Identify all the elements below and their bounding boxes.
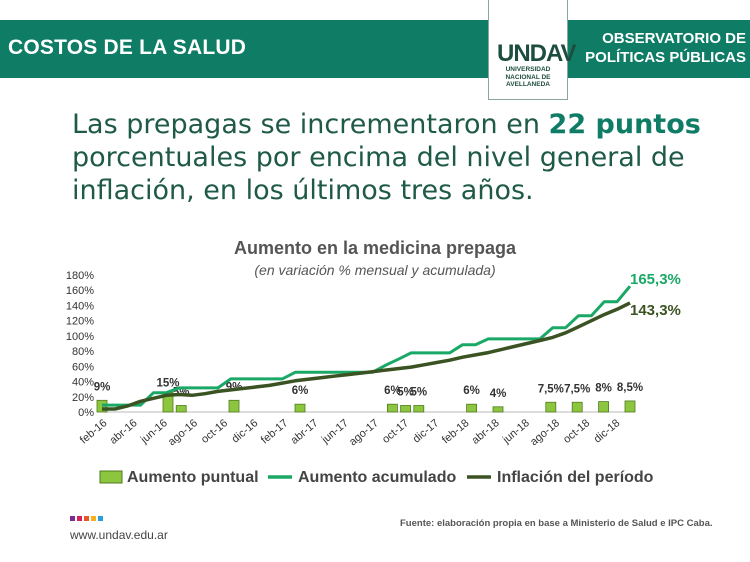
legend-label: Inflación del período <box>497 469 654 486</box>
logo-sub-line2: NACIONAL DE <box>505 73 551 81</box>
y-tick-label: 160% <box>66 285 94 297</box>
chart-title: Aumento en la medicina prepaga <box>233 238 517 258</box>
chart-subtitle: (en variación % mensual y acumulada) <box>254 262 496 278</box>
x-tick-label: ago-16 <box>166 417 200 448</box>
headline-before: Las prepagas se incrementaron en <box>72 109 549 140</box>
bar <box>466 403 478 413</box>
undav-logo: UNDAV UNIVERSIDAD NACIONAL DE AVELLANEDA <box>488 0 577 100</box>
bar <box>492 406 504 413</box>
brand-dot <box>70 516 75 521</box>
headline-after: porcentuales por encima del nivel genera… <box>72 142 685 206</box>
x-tick-label: oct-18 <box>561 417 592 446</box>
y-tick-label: 100% <box>66 331 94 343</box>
footer-source: Fuente: elaboración propia en base a Min… <box>400 518 713 529</box>
y-tick-label: 180% <box>66 270 94 282</box>
logo-sub-line3: AVELLANEDA <box>506 81 550 88</box>
bar-data-label: 5% <box>397 387 414 399</box>
legend-swatch-bar <box>99 470 123 484</box>
x-tick-label: feb-18 <box>440 417 472 446</box>
bar-data-label: 6% <box>292 385 309 397</box>
headline-highlight: 22 puntos <box>548 109 701 140</box>
series-line-inflacion <box>102 301 631 411</box>
bar-data-label: 7,5% <box>564 383 590 395</box>
headline: Las prepagas se incrementaron en 22 punt… <box>72 108 712 207</box>
x-tick-label: oct-16 <box>199 417 230 446</box>
x-tick-label: dic-18 <box>592 417 623 445</box>
x-tick-label: abr-18 <box>470 417 502 447</box>
y-tick-label: 80% <box>72 346 94 358</box>
x-tick-label: dic-17 <box>411 417 442 445</box>
x-tick-label: dic-16 <box>230 417 261 445</box>
x-tick-label: abr-16 <box>108 417 140 447</box>
bar <box>598 401 609 413</box>
brand-dot <box>77 516 82 521</box>
bar <box>400 405 412 413</box>
logo-mark: UNDAV <box>497 40 577 67</box>
x-tick-label: jun-17 <box>319 417 351 446</box>
bar-data-label: 8,5% <box>617 382 643 394</box>
series-end-label: 143,3% <box>630 302 681 319</box>
x-tick-label: ago-17 <box>347 417 381 448</box>
header-band-right <box>568 20 750 78</box>
series-end-label: 165,3% <box>630 271 681 288</box>
x-tick-label: jun-18 <box>500 417 532 446</box>
header-band-left <box>0 20 488 78</box>
x-tick-label: jun-16 <box>138 417 170 446</box>
bar <box>294 403 306 413</box>
logo-sub-line1: UNIVERSIDAD <box>505 66 551 73</box>
bar-data-label: 15% <box>156 378 179 390</box>
legend-label: Aumento puntual <box>127 469 259 486</box>
observatorio-title: OBSERVATORIO DE POLÍTICAS PÚBLICAS <box>572 29 746 67</box>
bar-data-label: 6% <box>463 385 480 397</box>
bar <box>228 399 240 413</box>
brand-dots <box>70 516 103 521</box>
x-tick-label: feb-16 <box>78 417 110 446</box>
footer-url[interactable]: www.undav.edu.ar <box>70 528 168 542</box>
logo-subtitle: UNIVERSIDAD NACIONAL DE AVELLANEDA <box>493 66 563 89</box>
bar-data-label: 8% <box>595 383 612 395</box>
header: COSTOS DE LA SALUD OBSERVATORIO DE POLÍT… <box>0 0 750 100</box>
legend-label: Aumento acumulado <box>298 469 456 486</box>
x-tick-label: feb-17 <box>259 417 291 446</box>
bar-data-label: 9% <box>94 381 111 393</box>
y-tick-label: 120% <box>66 316 94 328</box>
bar <box>545 401 557 413</box>
bar <box>571 401 583 413</box>
bar-data-label: 4% <box>490 388 507 400</box>
observatorio-line2: POLÍTICAS PÚBLICAS <box>585 49 746 66</box>
bar <box>413 405 425 413</box>
bar <box>386 403 398 413</box>
brand-dot <box>84 516 89 521</box>
bar-data-label: 5% <box>410 387 427 399</box>
x-tick-label: ago-18 <box>528 417 562 448</box>
x-tick-label: oct-17 <box>380 417 411 446</box>
brand-dot <box>98 516 103 521</box>
y-tick-label: 140% <box>66 300 94 312</box>
section-title: COSTOS DE LA SALUD <box>8 36 247 59</box>
bar-data-label: 6% <box>384 385 401 397</box>
x-tick-label: abr-17 <box>289 417 321 447</box>
bar <box>624 400 636 413</box>
y-tick-label: 60% <box>72 361 94 373</box>
bar <box>175 405 187 413</box>
y-tick-label: 0% <box>78 407 94 419</box>
y-tick-label: 40% <box>72 377 94 389</box>
brand-dot <box>91 516 96 521</box>
y-tick-label: 20% <box>72 392 94 404</box>
observatorio-line1: OBSERVATORIO DE <box>602 30 746 47</box>
bar-data-label: 7,5% <box>538 383 564 395</box>
